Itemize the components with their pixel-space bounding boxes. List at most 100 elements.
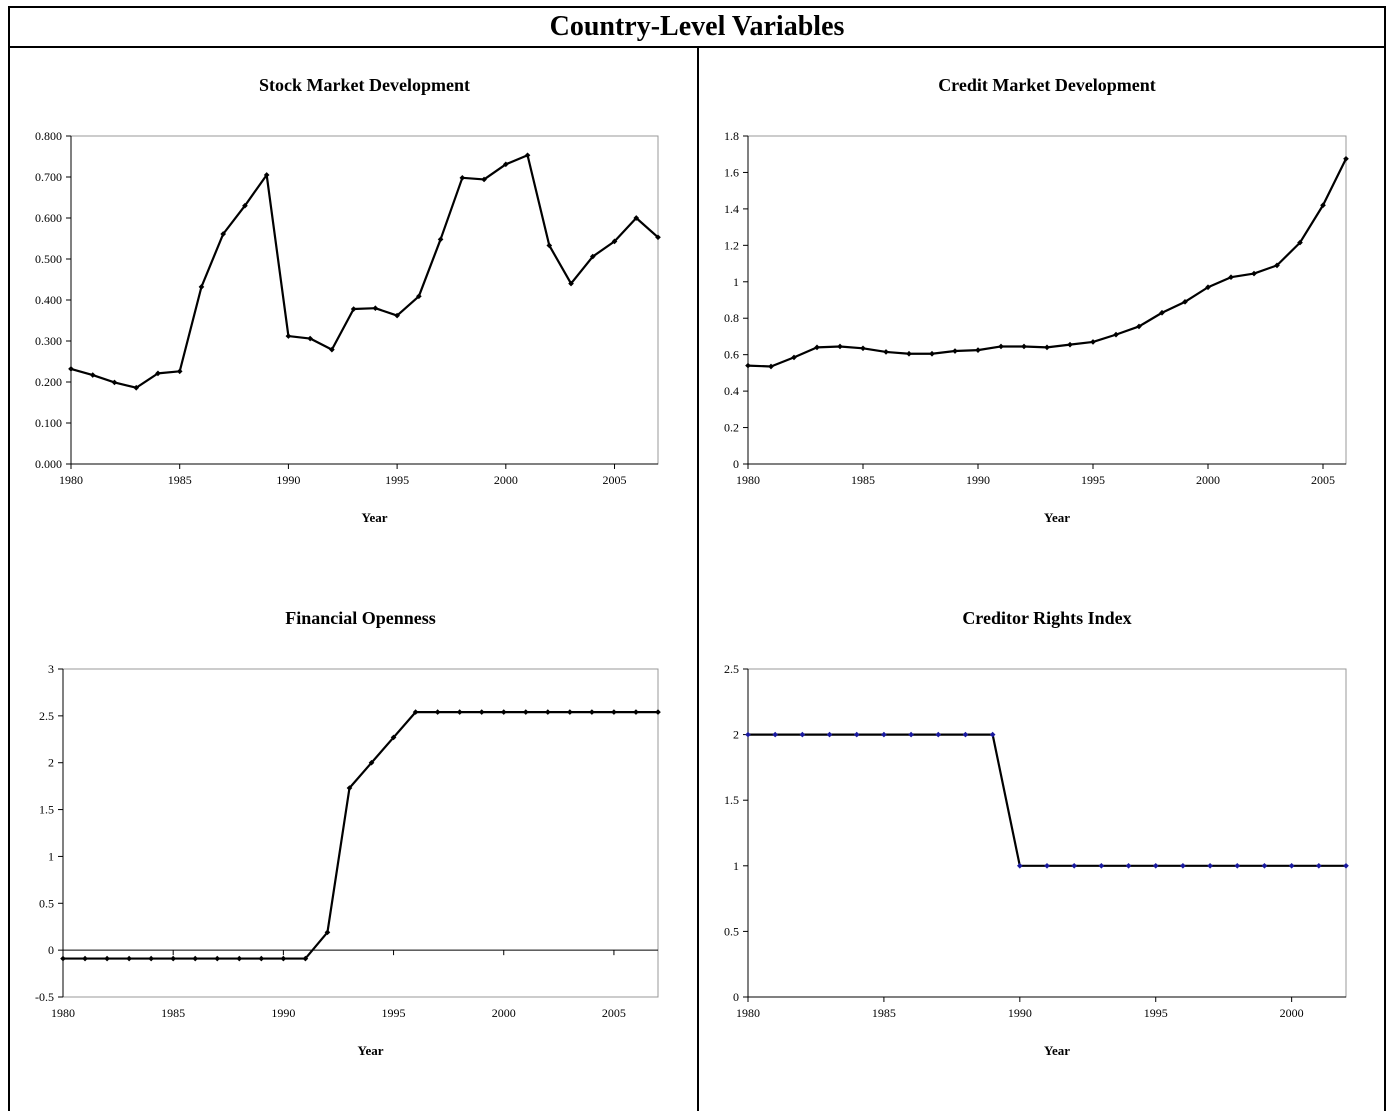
creditor-rights-y-tick-label: 2.5 xyxy=(724,662,739,676)
creditor-rights-data-point xyxy=(1234,862,1241,869)
credit-market-data-point xyxy=(929,350,935,357)
stock-market-data-point xyxy=(263,172,270,178)
creditor-rights-y-tick-label: 2 xyxy=(733,728,739,742)
creditor-rights-plot-area xyxy=(747,668,1347,998)
stock-market-series-line xyxy=(70,154,659,389)
credit-market-y-tick-label: 1.2 xyxy=(724,238,739,252)
financial-openness-data-point xyxy=(214,955,221,962)
financial-openness-data-point xyxy=(126,955,132,962)
credit-market-x-axis-label: Year xyxy=(1044,510,1070,525)
financial-openness-data-point xyxy=(324,929,331,936)
financial-openness-y-tick-label: 2 xyxy=(48,756,54,770)
credit-market-data-point xyxy=(1090,339,1096,345)
creditor-rights-x-tick-label: 1990 xyxy=(1008,1006,1032,1020)
creditor-rights-x-tick-label: 2000 xyxy=(1280,1006,1304,1020)
credit-market-data-point xyxy=(1159,309,1165,316)
stock-market-data-point xyxy=(329,346,335,353)
financial-openness-data-point xyxy=(82,955,88,962)
credit-market-x-tick-label: 2000 xyxy=(1196,473,1220,487)
stock-market-x-axis-label: Year xyxy=(362,510,388,525)
stock-market-y-tick-label: 0.100 xyxy=(35,416,62,430)
credit-market-data-point xyxy=(745,362,751,369)
credit-market-data-point xyxy=(814,344,820,351)
stock-market-data-point xyxy=(437,236,444,243)
credit-market-data-point xyxy=(1021,343,1027,350)
page-title: Country-Level Variables xyxy=(10,8,1384,48)
stock-market-data-point xyxy=(176,368,183,375)
financial-openness-data-point xyxy=(611,709,617,715)
credit-market-title: Credit Market Development xyxy=(938,75,1156,95)
credit-market-y-tick-label: 1.8 xyxy=(724,129,739,143)
financial-openness-data-point xyxy=(500,709,507,715)
credit-market-y-tick-label: 1 xyxy=(733,275,739,289)
stock-market-data-point xyxy=(155,370,161,377)
stock-market-x-tick-label: 2000 xyxy=(494,473,518,487)
stock-market-data-point xyxy=(285,333,292,339)
credit-market-plot-area xyxy=(747,135,1347,465)
financial-openness-x-tick-label: 1995 xyxy=(382,1006,406,1020)
stock-market-y-tick-label: 0.000 xyxy=(35,457,62,471)
credit-market-data-point xyxy=(1113,331,1119,338)
financial-openness-data-point xyxy=(412,709,419,715)
stock-market-data-point xyxy=(502,161,509,168)
creditor-rights-series-line xyxy=(748,733,1346,867)
stock-market-x-tick-label: 1990 xyxy=(276,473,300,487)
credit-market-y-tick-label: 0.2 xyxy=(724,421,739,435)
credit-market-x-tick-label: 2005 xyxy=(1311,473,1335,487)
creditor-rights-data-point xyxy=(1343,862,1349,869)
credit-market-data-point xyxy=(1297,239,1303,246)
stock-market-data-point xyxy=(220,231,227,237)
figure-frame: Country-Level Variables xyxy=(8,6,1386,1111)
credit-market-y-tick-label: 0.4 xyxy=(724,384,739,398)
credit-market-series-line xyxy=(747,158,1347,368)
creditor-rights-data-point xyxy=(989,731,996,738)
creditor-rights-data-point xyxy=(1180,862,1186,869)
stock-market-x-tick-label: 1995 xyxy=(385,473,409,487)
financial-openness-plot-area xyxy=(62,668,659,998)
stock-market-data-point xyxy=(372,305,379,312)
panel-divider xyxy=(697,48,699,1111)
financial-openness-data-point xyxy=(567,709,573,715)
financial-openness-y-tick-label: 1 xyxy=(48,849,54,863)
financial-openness-data-point xyxy=(368,759,375,766)
financial-openness-title: Financial Openness xyxy=(285,608,436,628)
stock-market-data-point xyxy=(481,176,487,183)
credit-market-y-tick-label: 0 xyxy=(733,457,739,471)
financial-openness-data-point xyxy=(148,955,154,962)
financial-openness-x-tick-label: 1985 xyxy=(161,1006,185,1020)
creditor-rights-data-point xyxy=(1315,862,1322,869)
creditor-rights-title: Creditor Rights Index xyxy=(962,608,1131,628)
stock-market-y-tick-label: 0.600 xyxy=(35,211,62,225)
creditor-rights-chart: Creditor Rights Index 0 0.5 1 1.5 2 2.5 1980 198… xyxy=(724,608,1349,1058)
creditor-rights-x-tick-label: 1980 xyxy=(736,1006,760,1020)
stock-market-data-point xyxy=(242,202,248,209)
financial-openness-x-axis-label: Year xyxy=(358,1043,384,1058)
financial-openness-x-tick-label: 1990 xyxy=(271,1006,295,1020)
creditor-rights-data-point xyxy=(745,731,751,738)
credit-market-data-point xyxy=(1067,341,1073,348)
financial-openness-y-tick-label: 0 xyxy=(48,943,54,957)
credit-market-data-point xyxy=(1136,323,1142,330)
stock-market-data-point xyxy=(524,152,531,159)
credit-market-y-tick-label: 1.6 xyxy=(724,165,739,179)
stock-market-data-point xyxy=(198,284,205,290)
stock-market-y-tick-label: 0.300 xyxy=(35,334,62,348)
credit-market-data-point xyxy=(1320,202,1326,209)
stock-market-y-tick-label: 0.400 xyxy=(35,293,62,307)
financial-openness-data-point xyxy=(346,785,353,791)
stock-market-data-point xyxy=(68,366,74,372)
creditor-rights-y-tick-label: 1.5 xyxy=(724,793,739,807)
creditor-rights-x-tick-label: 1985 xyxy=(872,1006,896,1020)
financial-openness-y-tick-label: 2.5 xyxy=(39,709,54,723)
stock-market-y-tick-label: 0.200 xyxy=(35,375,62,389)
stock-market-data-point xyxy=(568,280,574,287)
financial-openness-data-point xyxy=(390,734,397,741)
creditor-rights-x-tick-label: 1995 xyxy=(1144,1006,1168,1020)
credit-market-data-point xyxy=(837,343,843,350)
creditor-rights-y-tick-label: 1 xyxy=(733,859,739,873)
credit-market-data-point xyxy=(998,343,1004,350)
credit-market-data-point xyxy=(768,363,774,370)
stock-market-data-point xyxy=(111,379,118,386)
financial-openness-data-point xyxy=(236,955,243,962)
